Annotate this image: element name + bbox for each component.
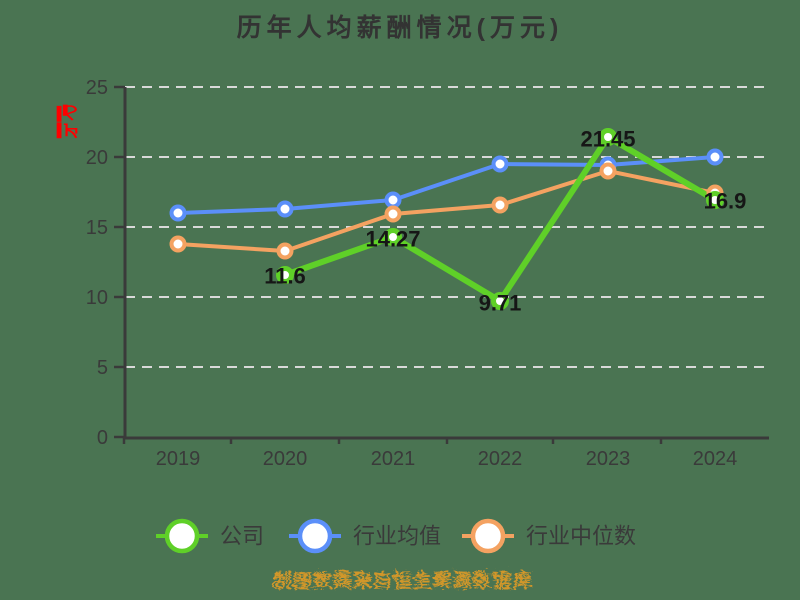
svg-text:21.45: 21.45	[580, 127, 635, 152]
svg-text:2019: 2019	[156, 448, 201, 470]
svg-text:20: 20	[86, 147, 108, 169]
svg-text:公司: 公司	[220, 524, 264, 549]
svg-text:2021: 2021	[371, 448, 416, 470]
svg-text:2020: 2020	[263, 448, 308, 470]
svg-text:2024: 2024	[693, 448, 738, 470]
svg-text:10: 10	[86, 287, 108, 309]
svg-text:11.6: 11.6	[264, 264, 306, 289]
svg-text:2023: 2023	[586, 448, 631, 470]
svg-text:5: 5	[97, 357, 108, 379]
svg-text:16.9: 16.9	[704, 189, 747, 214]
svg-text:14.27: 14.27	[365, 227, 420, 252]
svg-text:制图数据来自恒生聚源数据库: 制图数据来自恒生聚源数据库	[270, 566, 530, 589]
svg-text:行业中位数: 行业中位数	[526, 524, 636, 549]
svg-text:15: 15	[86, 217, 108, 239]
svg-text:9.71: 9.71	[479, 291, 522, 316]
svg-text:行业均值: 行业均值	[353, 524, 441, 549]
svg-text:2022: 2022	[478, 448, 523, 470]
svg-text:0: 0	[97, 427, 108, 449]
svg-text:25: 25	[86, 77, 108, 99]
